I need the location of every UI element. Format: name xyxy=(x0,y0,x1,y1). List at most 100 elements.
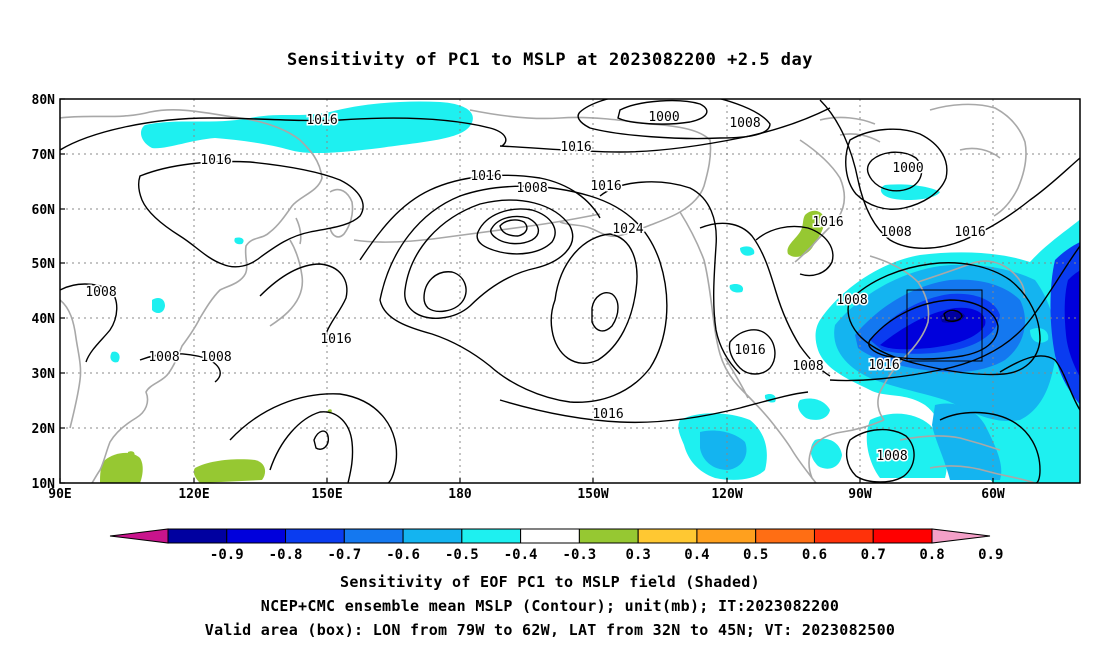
lon-label: 150E xyxy=(311,487,342,502)
contour-label: 1016 xyxy=(320,332,351,347)
shade-cyan-north-atl xyxy=(880,184,940,200)
contour-na-1016 xyxy=(699,222,831,377)
caption-line-1: Sensitivity of EOF PC1 to MSLP field (Sh… xyxy=(340,573,760,591)
contour-label: 1024 xyxy=(612,222,643,237)
lat-label: 80N xyxy=(32,93,56,108)
shade-green-phil xyxy=(193,459,266,483)
contour-atl-1016-b xyxy=(999,355,1080,411)
caption-line-3: Valid area (box): LON from 79W to 62W, L… xyxy=(204,621,896,639)
colorbar-label: -0.6 xyxy=(386,547,420,563)
colorbar-label: -0.4 xyxy=(504,547,538,563)
contour-high-1032 xyxy=(591,292,619,332)
coast-baja xyxy=(724,357,749,399)
contour-label: 1016 xyxy=(734,343,765,358)
contour-high-1024 xyxy=(550,233,638,364)
caption-line-2: NCEP+CMC ensemble mean MSLP (Contour); u… xyxy=(260,597,840,615)
contour-label: 1016 xyxy=(306,113,337,128)
contour-label: 1008 xyxy=(876,449,907,464)
coast-sa xyxy=(929,465,1036,483)
plot-frame xyxy=(59,98,1081,484)
valid-area-box xyxy=(906,289,983,362)
contour-nepac-1008 xyxy=(404,199,574,319)
contour-label: 1008 xyxy=(85,285,116,300)
colorbar-bin xyxy=(813,528,874,544)
lat-label: 70N xyxy=(32,148,56,163)
colorbar-bin xyxy=(520,528,580,544)
contour-label: 1016 xyxy=(590,179,621,194)
colorbar-bin xyxy=(872,528,933,544)
shade-green-dot xyxy=(127,451,135,457)
contour-atl-low-ring xyxy=(943,309,963,322)
colorbar-bin xyxy=(402,528,463,544)
lon-label: 150W xyxy=(577,487,608,502)
lon-label: 90W xyxy=(848,487,872,502)
contour-asia-1008-b xyxy=(139,353,221,383)
contour-low-1000 xyxy=(617,99,708,125)
shade-cyan-mexico2 xyxy=(810,438,842,469)
contour-atl-1000 xyxy=(868,299,999,360)
colorbar-low-tip xyxy=(109,528,169,544)
contour-pac-1016-south xyxy=(499,391,809,424)
contour-central-1016 xyxy=(259,263,348,335)
contour-label: 1008 xyxy=(836,293,867,308)
coast-alaska xyxy=(469,109,712,238)
contour-atl-1016 xyxy=(829,245,1080,382)
contour-subtrop-1016 xyxy=(229,393,398,483)
shade-lightblue-epac xyxy=(700,430,747,470)
contour-nepac-1016 xyxy=(359,174,601,261)
colorbar-label: 0.7 xyxy=(861,547,886,563)
colorbar-bin xyxy=(285,528,345,544)
contour-label: 1016 xyxy=(868,358,899,373)
mslp-contours xyxy=(60,99,1080,483)
contour-label: 1016 xyxy=(812,215,843,230)
lon-label: 120W xyxy=(711,487,742,502)
contour-atl-1008-outer xyxy=(819,99,1080,249)
colorbar-label: 0.9 xyxy=(978,547,1003,563)
coast-caribbean xyxy=(899,435,1001,451)
lon-label: 90E xyxy=(48,487,71,502)
colorbar-label: -0.9 xyxy=(210,547,244,563)
contour-label: 1000 xyxy=(648,110,679,125)
colorbar-label: 0.6 xyxy=(802,547,827,563)
contour-label: 1016 xyxy=(200,153,231,168)
contour-label: 1016 xyxy=(592,407,623,422)
colorbar-label: 0.3 xyxy=(626,547,651,563)
contour-label: 1016 xyxy=(954,225,985,240)
coast-us-east xyxy=(869,255,930,421)
colorbar-label: 0.4 xyxy=(684,547,709,563)
contour-1016-arctic-2 xyxy=(499,107,831,153)
colorbar-bin xyxy=(461,528,522,544)
contour-asia-1016 xyxy=(137,160,364,268)
contour-label-layer: 1016 1016 1000 1008 1016 1016 1008 1016 1000 1016… xyxy=(84,109,987,466)
coast-kamchatka xyxy=(329,188,354,238)
lat-label: 60N xyxy=(32,203,56,218)
colorbar-bin xyxy=(343,528,404,544)
shade-cyan-blob1 xyxy=(152,298,165,314)
lat-labels: 80N 70N 60N 50N 40N 30N 20N 10N xyxy=(32,93,56,492)
contour-label: 1008 xyxy=(148,350,179,365)
colorbar-bins xyxy=(109,528,991,544)
colorbar-label: 0.5 xyxy=(743,547,768,563)
lat-label: 40N xyxy=(32,312,56,327)
shade-green-seasia xyxy=(100,452,143,483)
lat-label: 20N xyxy=(32,422,56,437)
shade-cyan-mexico xyxy=(798,398,830,420)
shade-cyan-blob7 xyxy=(1030,328,1049,343)
contour-label: 1000 xyxy=(892,161,923,176)
shade-darkblue-far-east xyxy=(1064,270,1080,377)
contour-label: 1008 xyxy=(200,350,231,365)
contour-high-1024-outer xyxy=(379,185,668,403)
contour-subtrop-1016-b xyxy=(269,411,354,483)
contour-label: 1008 xyxy=(880,225,911,240)
shade-green-canada xyxy=(787,210,825,257)
shade-cyan-blob5 xyxy=(740,246,755,256)
shade-cyan-blob4 xyxy=(729,283,744,293)
contour-label: 1008 xyxy=(516,181,547,196)
colorbar-bin xyxy=(167,528,228,544)
contour-label: 1008 xyxy=(729,116,760,131)
axis-ticks xyxy=(59,98,994,484)
colorbar-bin xyxy=(637,528,698,544)
contour-label: 1016 xyxy=(470,169,501,184)
coast-hudson xyxy=(794,139,846,263)
coast-india xyxy=(60,299,82,429)
